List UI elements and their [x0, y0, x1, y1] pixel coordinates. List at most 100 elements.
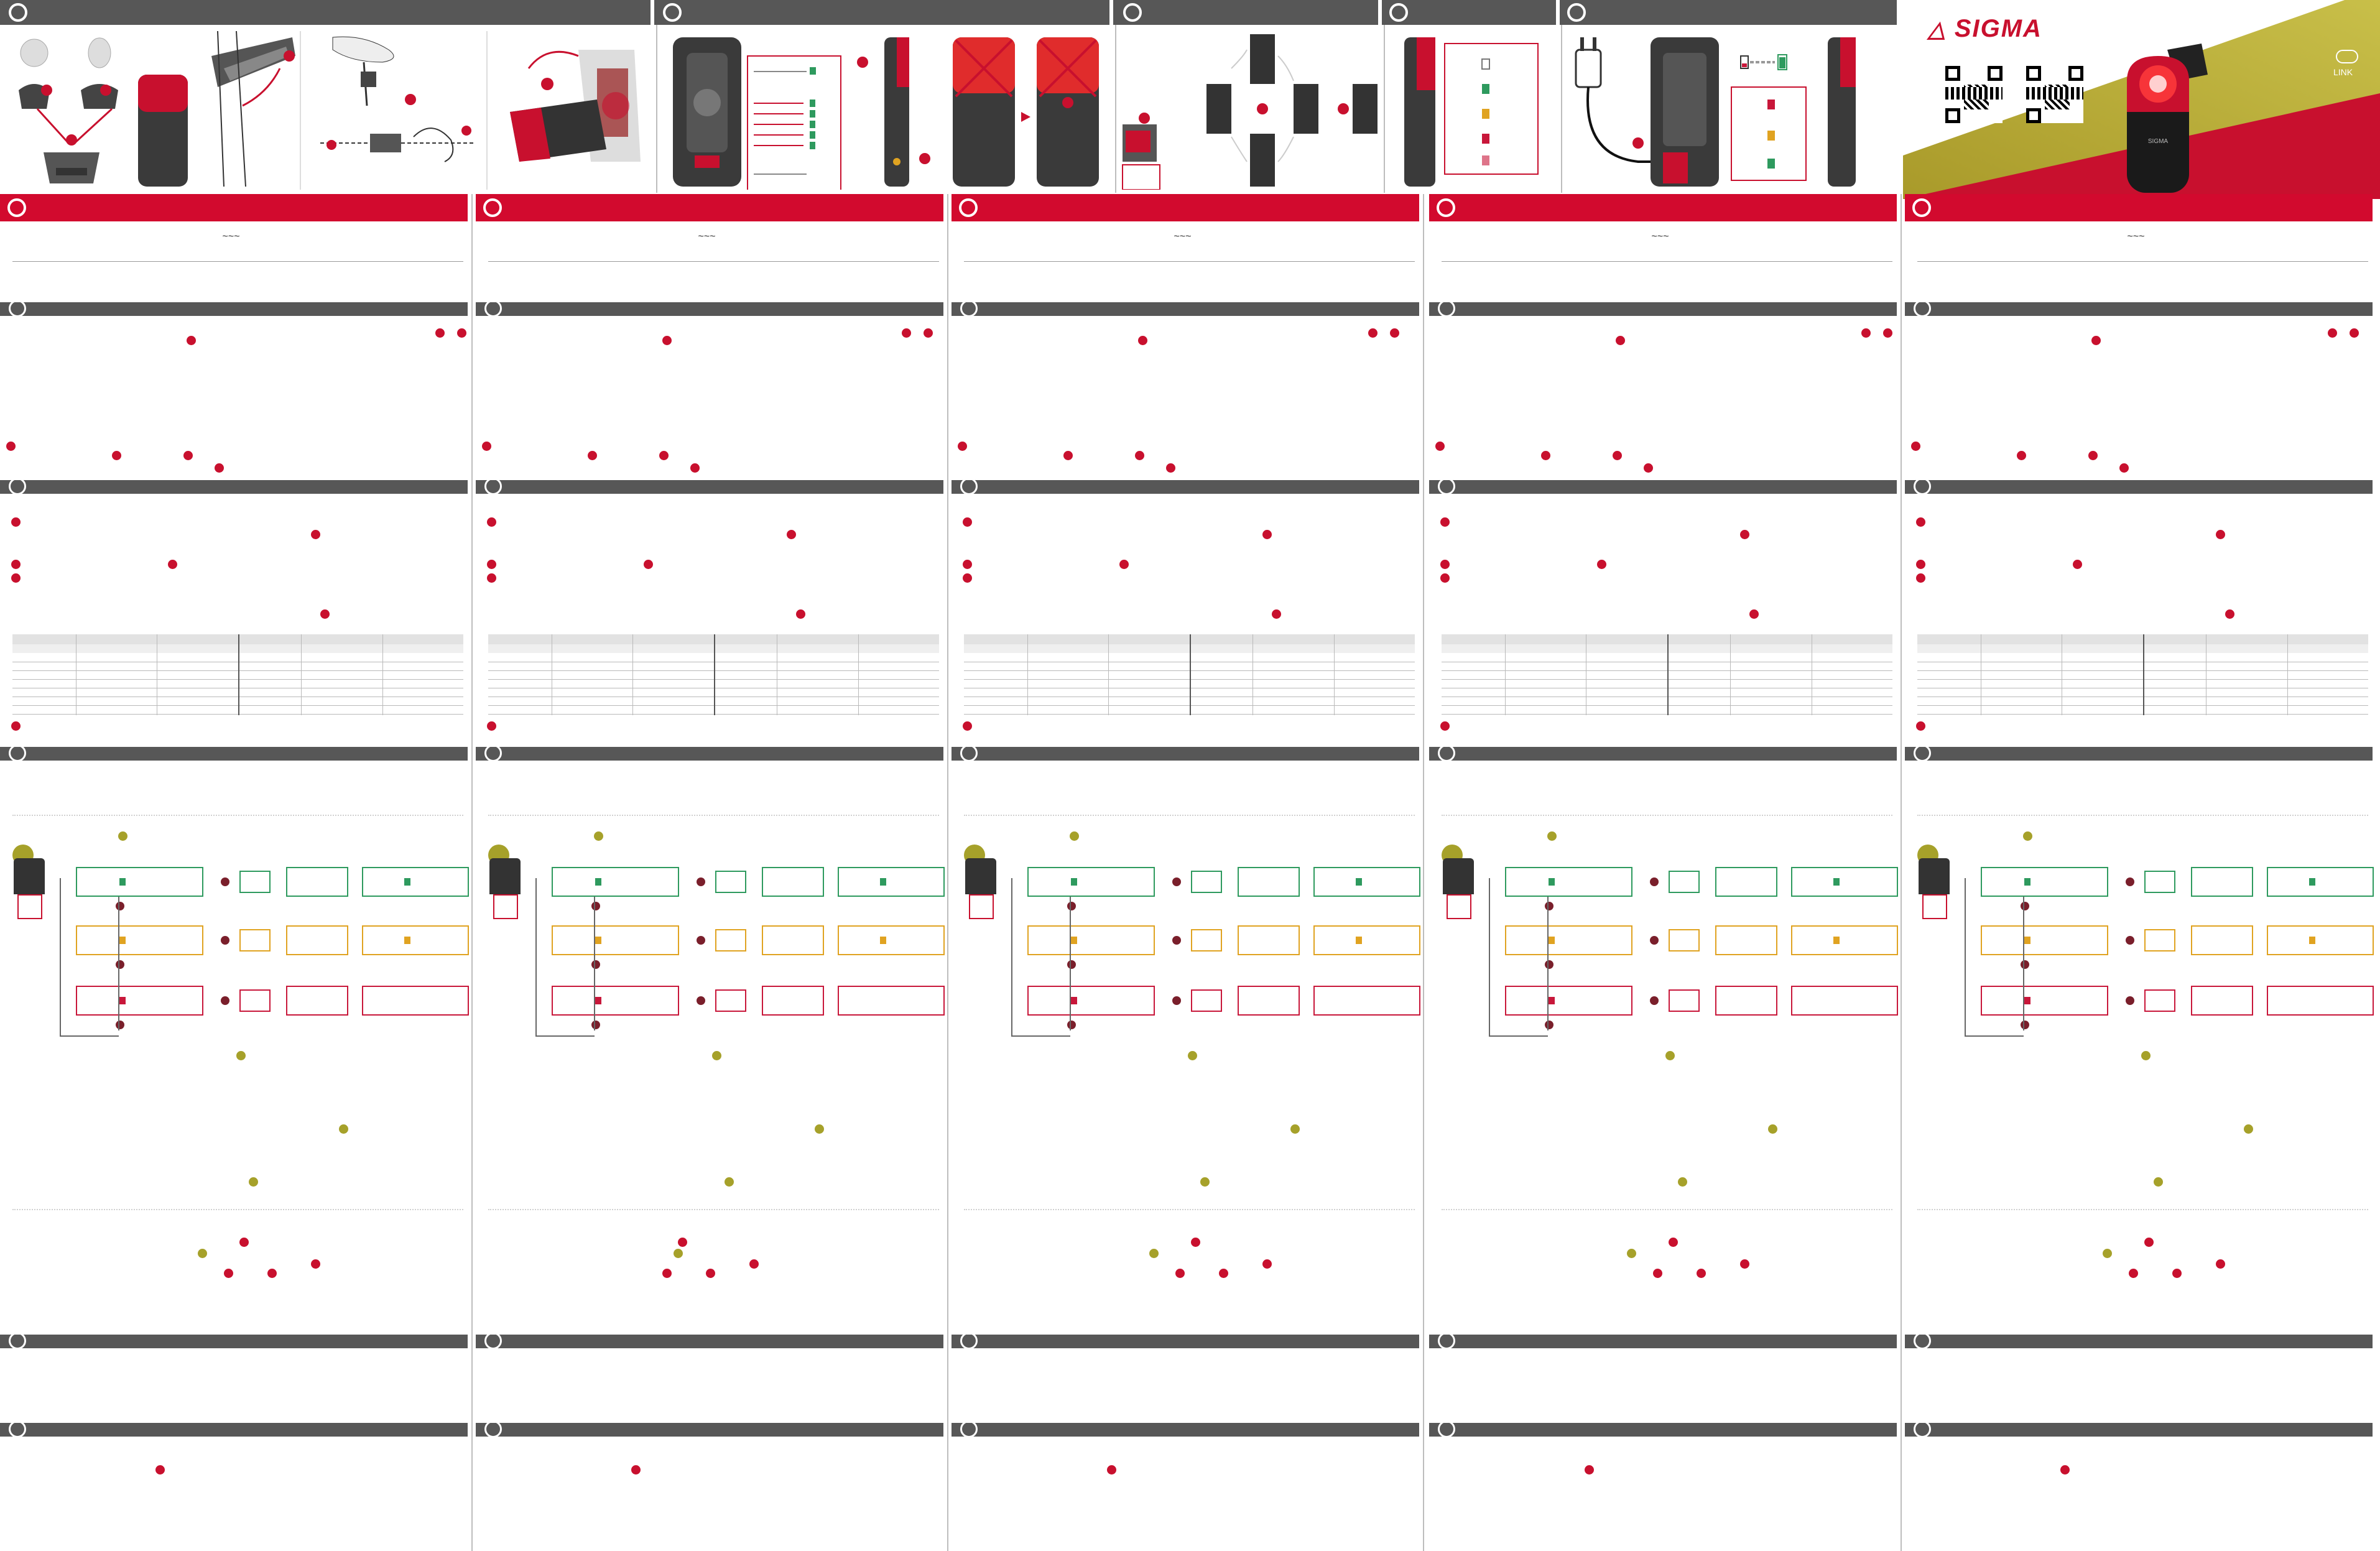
device-outline	[493, 894, 518, 919]
section-divider	[1442, 1209, 1892, 1211]
mount-assembly-illustration	[19, 37, 118, 183]
transition-dot	[1545, 1021, 1553, 1029]
product-photo: SIGMA	[2127, 44, 2208, 193]
status-led	[880, 937, 886, 944]
transition-dot	[2021, 902, 2029, 910]
table-column-line	[858, 634, 859, 715]
step-number-3	[1123, 3, 1142, 22]
section-bar	[0, 480, 468, 494]
marker-dot	[1290, 1124, 1300, 1134]
callout-dot	[1740, 1259, 1749, 1269]
callout-dot	[1440, 517, 1450, 527]
device-icon	[1443, 858, 1474, 894]
callout-dot	[1911, 442, 1920, 451]
marker-dot	[2244, 1124, 2253, 1134]
callout-dot	[2225, 609, 2234, 619]
callout-dot	[662, 336, 672, 345]
section-divider	[12, 1209, 463, 1211]
wave-symbol: ~~~	[1174, 231, 1192, 242]
column-separator	[947, 194, 948, 1551]
status-step-box	[1715, 925, 1777, 955]
transition-dot	[1172, 996, 1181, 1005]
status-led	[1071, 997, 1077, 1004]
callout-dot	[963, 560, 972, 569]
section-bar	[952, 1423, 1419, 1437]
status-step-box	[2144, 929, 2175, 951]
marker-dot	[1188, 1051, 1197, 1060]
step-number-4	[1389, 3, 1408, 22]
section-divider	[1917, 815, 2368, 817]
qr-code	[2026, 66, 2083, 123]
transition-dot	[116, 960, 124, 969]
status-step-box	[286, 986, 348, 1016]
marker-dot	[674, 1249, 683, 1258]
status-led	[1071, 937, 1077, 944]
status-step-box	[1191, 929, 1222, 951]
flow-return-line	[535, 1035, 595, 1037]
status-led	[2309, 878, 2315, 886]
callout-dot	[1135, 451, 1144, 460]
status-step-box	[362, 867, 469, 897]
column-separator	[1901, 194, 1902, 1551]
language-number-badge	[1437, 198, 1455, 217]
callout-dot	[796, 609, 805, 619]
status-step-box	[239, 989, 271, 1012]
status-box-red	[1981, 986, 2108, 1016]
callout-dot	[1262, 530, 1272, 539]
device-outline	[1447, 894, 1471, 919]
status-led	[2024, 937, 2030, 944]
transition-dot	[697, 877, 705, 886]
transition-dot	[116, 1021, 124, 1029]
transition-dot	[2021, 1021, 2029, 1029]
table-column-line	[632, 634, 633, 715]
callout-dot	[2216, 530, 2225, 539]
step-number-1	[9, 3, 27, 22]
status-step-box	[1669, 871, 1700, 893]
status-box-yellow	[1027, 925, 1155, 955]
status-step-box	[2267, 986, 2374, 1016]
transition-dot	[697, 996, 705, 1005]
top-strip	[0, 0, 1897, 193]
column-separator	[471, 194, 473, 1551]
marker-dot	[1665, 1051, 1675, 1060]
flow-return-line	[60, 1035, 119, 1037]
top-panel-divider	[486, 31, 488, 190]
table-divider	[2142, 634, 2144, 715]
status-box-yellow	[1981, 925, 2108, 955]
flow-return-line	[1965, 878, 1966, 1037]
callout-dot	[2172, 1269, 2182, 1278]
callout-dot	[963, 517, 972, 527]
status-step-box	[1191, 871, 1222, 893]
top-header-bar-4	[1382, 0, 1556, 25]
callout-dot	[1440, 721, 1450, 731]
callout-dot	[6, 442, 16, 451]
callout-dot	[1653, 1269, 1662, 1278]
callout-dot	[1916, 517, 1925, 527]
status-led	[404, 878, 410, 886]
marker-dot	[236, 1051, 246, 1060]
callout-dot	[1597, 560, 1606, 569]
section-number-badge	[960, 1420, 978, 1438]
device-icon	[14, 858, 45, 894]
callout-dot	[487, 721, 496, 731]
section-bar	[952, 1335, 1419, 1348]
callout-dot	[1440, 560, 1450, 569]
link-icon	[2336, 50, 2358, 63]
status-step-box	[239, 871, 271, 893]
section-number-badge	[1438, 300, 1455, 317]
status-step-box	[1191, 989, 1222, 1012]
callout-dot	[924, 328, 933, 338]
callout-dot	[1175, 1269, 1185, 1278]
callout-dot	[1861, 328, 1871, 338]
status-step-box	[838, 867, 945, 897]
top-panel-divider	[1384, 25, 1385, 193]
status-box-yellow	[76, 925, 203, 955]
status-box-yellow	[1505, 925, 1632, 955]
section-number-badge	[1914, 1332, 1931, 1350]
callout-dot	[2144, 1238, 2154, 1247]
callout-dot	[1749, 609, 1759, 619]
callout-dot	[1697, 1269, 1706, 1278]
marker-dot	[339, 1124, 348, 1134]
callout-dot	[1368, 328, 1378, 338]
marker-dot	[1070, 831, 1079, 841]
